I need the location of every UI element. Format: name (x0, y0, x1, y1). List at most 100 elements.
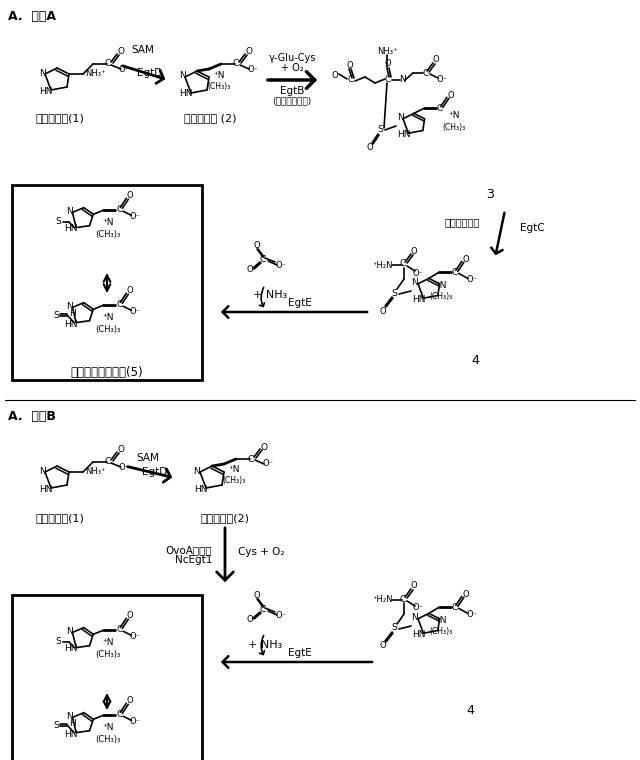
Text: エルゴチオネイン(5): エルゴチオネイン(5) (70, 366, 143, 379)
Text: EgtB: EgtB (280, 86, 304, 96)
Text: EgtD: EgtD (138, 68, 163, 78)
Text: NH₃⁺: NH₃⁺ (377, 46, 397, 55)
Text: ⁺N: ⁺N (228, 465, 240, 474)
Text: O: O (118, 47, 125, 56)
Text: (CH₃)₃: (CH₃)₃ (429, 292, 452, 301)
Text: N: N (412, 613, 419, 622)
Text: O: O (411, 246, 417, 255)
Text: HN: HN (65, 320, 78, 329)
Text: C: C (400, 259, 406, 268)
Text: S: S (377, 125, 383, 135)
Text: SAM: SAM (136, 453, 159, 463)
Text: ヒスチジン(1): ヒスチジン(1) (36, 113, 84, 123)
Text: 4: 4 (471, 353, 479, 366)
Text: HN: HN (39, 87, 52, 96)
Text: O: O (253, 591, 260, 600)
Text: ⁺N: ⁺N (213, 71, 225, 80)
Text: C: C (452, 603, 458, 612)
Text: O: O (246, 616, 253, 625)
Text: A.  経路B: A. 経路B (8, 410, 56, 423)
Text: O⁻: O⁻ (248, 65, 259, 74)
Text: N: N (66, 627, 73, 636)
Text: O: O (367, 144, 373, 153)
Text: EgtE: EgtE (288, 648, 312, 658)
Text: HN: HN (412, 295, 425, 304)
Text: O: O (332, 71, 339, 80)
Text: O⁻: O⁻ (262, 460, 273, 468)
Text: O: O (253, 240, 260, 249)
Text: O⁻: O⁻ (130, 632, 141, 641)
Text: O: O (246, 265, 253, 274)
Text: O⁻: O⁻ (275, 261, 287, 271)
Text: C: C (400, 594, 406, 603)
Text: (CH₃)₃: (CH₃)₃ (95, 650, 121, 659)
Text: O: O (246, 47, 253, 56)
Text: S: S (55, 638, 61, 647)
Text: C: C (105, 59, 111, 68)
Text: HN: HN (397, 130, 410, 139)
Text: O: O (347, 61, 353, 69)
Text: C: C (385, 74, 391, 84)
Bar (12, 595, 202, 760)
Text: A.  経路A: A. 経路A (8, 10, 56, 23)
Text: O⁻: O⁻ (130, 212, 141, 221)
Text: O: O (118, 445, 125, 454)
Text: HN: HN (39, 485, 52, 493)
Text: O⁻: O⁻ (436, 74, 447, 84)
Text: (CH₃)₃: (CH₃)₃ (95, 325, 121, 334)
Text: N: N (66, 302, 73, 311)
Text: N: N (412, 278, 419, 287)
Text: S: S (53, 311, 59, 319)
Text: S: S (55, 217, 61, 226)
Text: O: O (260, 442, 268, 451)
Text: C: C (116, 204, 122, 214)
Text: O: O (380, 306, 387, 315)
Text: N: N (66, 207, 73, 216)
Text: N: N (399, 75, 405, 84)
Text: O: O (385, 59, 391, 68)
Text: ⁺N: ⁺N (102, 218, 114, 226)
Text: ⁺H₂N: ⁺H₂N (372, 261, 393, 270)
Text: HN: HN (195, 485, 208, 493)
Text: EgtE: EgtE (288, 298, 312, 308)
Text: SAM: SAM (132, 45, 154, 55)
Text: Cys + O₂: Cys + O₂ (238, 547, 285, 557)
Text: O⁻: O⁻ (413, 603, 424, 613)
Text: EgtD: EgtD (142, 467, 168, 477)
Text: C: C (436, 104, 443, 113)
Text: O: O (463, 590, 469, 599)
Text: H: H (69, 719, 76, 728)
Text: (CH₃)₃: (CH₃)₃ (442, 123, 465, 132)
Text: O⁻: O⁻ (275, 612, 287, 620)
Text: (CH₃)₃: (CH₃)₃ (429, 627, 452, 636)
Text: ⁺N: ⁺N (435, 281, 447, 290)
Text: HN: HN (412, 630, 425, 638)
Text: O: O (447, 91, 454, 100)
Text: O: O (463, 255, 469, 264)
Text: NH₃⁺: NH₃⁺ (84, 69, 105, 78)
Text: C: C (233, 59, 239, 68)
Text: ⁺N: ⁺N (448, 111, 460, 120)
Text: N: N (194, 467, 200, 476)
Text: HN: HN (65, 730, 78, 739)
Text: O: O (127, 191, 134, 200)
Text: C: C (116, 299, 122, 309)
Text: O⁻: O⁻ (130, 307, 141, 316)
Text: C: C (260, 606, 266, 615)
Text: S: S (53, 720, 59, 730)
Text: N: N (38, 68, 45, 78)
Text: C: C (452, 268, 458, 277)
Text: O⁻: O⁻ (130, 717, 141, 726)
Text: グルタミン酸: グルタミン酸 (445, 217, 480, 227)
Text: ヘルシニン(2): ヘルシニン(2) (200, 513, 250, 523)
Text: O⁻: O⁻ (413, 268, 424, 277)
Text: N: N (397, 113, 403, 122)
Text: H: H (69, 309, 76, 318)
Text: S: S (391, 289, 397, 297)
Text: 3: 3 (486, 188, 494, 201)
Text: S: S (391, 623, 397, 632)
Text: C: C (260, 255, 266, 264)
Text: O⁻: O⁻ (118, 65, 129, 74)
Text: ヘルシニン (2): ヘルシニン (2) (184, 113, 236, 123)
Text: HN: HN (65, 224, 78, 233)
